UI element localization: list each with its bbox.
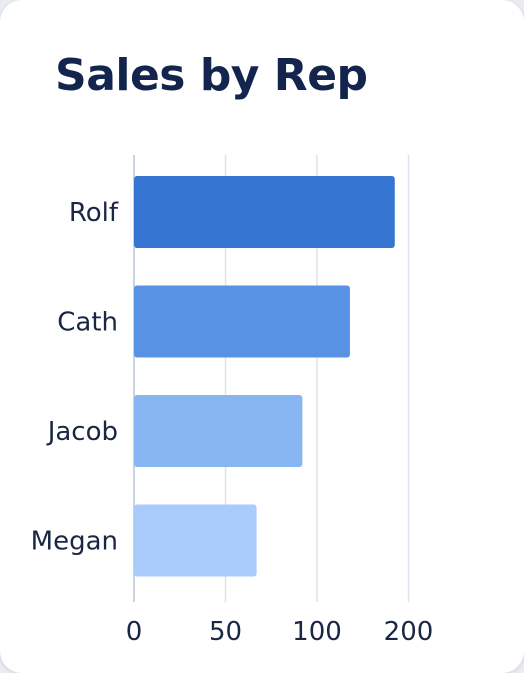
- x-tick-label: 100: [292, 617, 342, 647]
- bar-cath: [134, 285, 350, 358]
- x-tick-label: 50: [209, 617, 242, 647]
- category-label-rolf: Rolf: [69, 198, 119, 228]
- category-label-cath: Cath: [57, 308, 118, 338]
- category-labels: Rolf Cath Jacob Megan: [31, 198, 119, 557]
- bar-megan: [134, 504, 257, 577]
- bar-rolf: [134, 176, 395, 248]
- bar-jacob: [134, 395, 303, 467]
- bars: [134, 176, 395, 577]
- x-tick-labels: 0 50 100 200: [126, 617, 434, 647]
- category-label-jacob: Jacob: [46, 417, 118, 447]
- x-tick-label: 0: [126, 617, 143, 647]
- category-label-megan: Megan: [31, 527, 118, 557]
- x-tick-label: 200: [384, 617, 434, 647]
- chart-title: Sales by Rep: [55, 50, 368, 101]
